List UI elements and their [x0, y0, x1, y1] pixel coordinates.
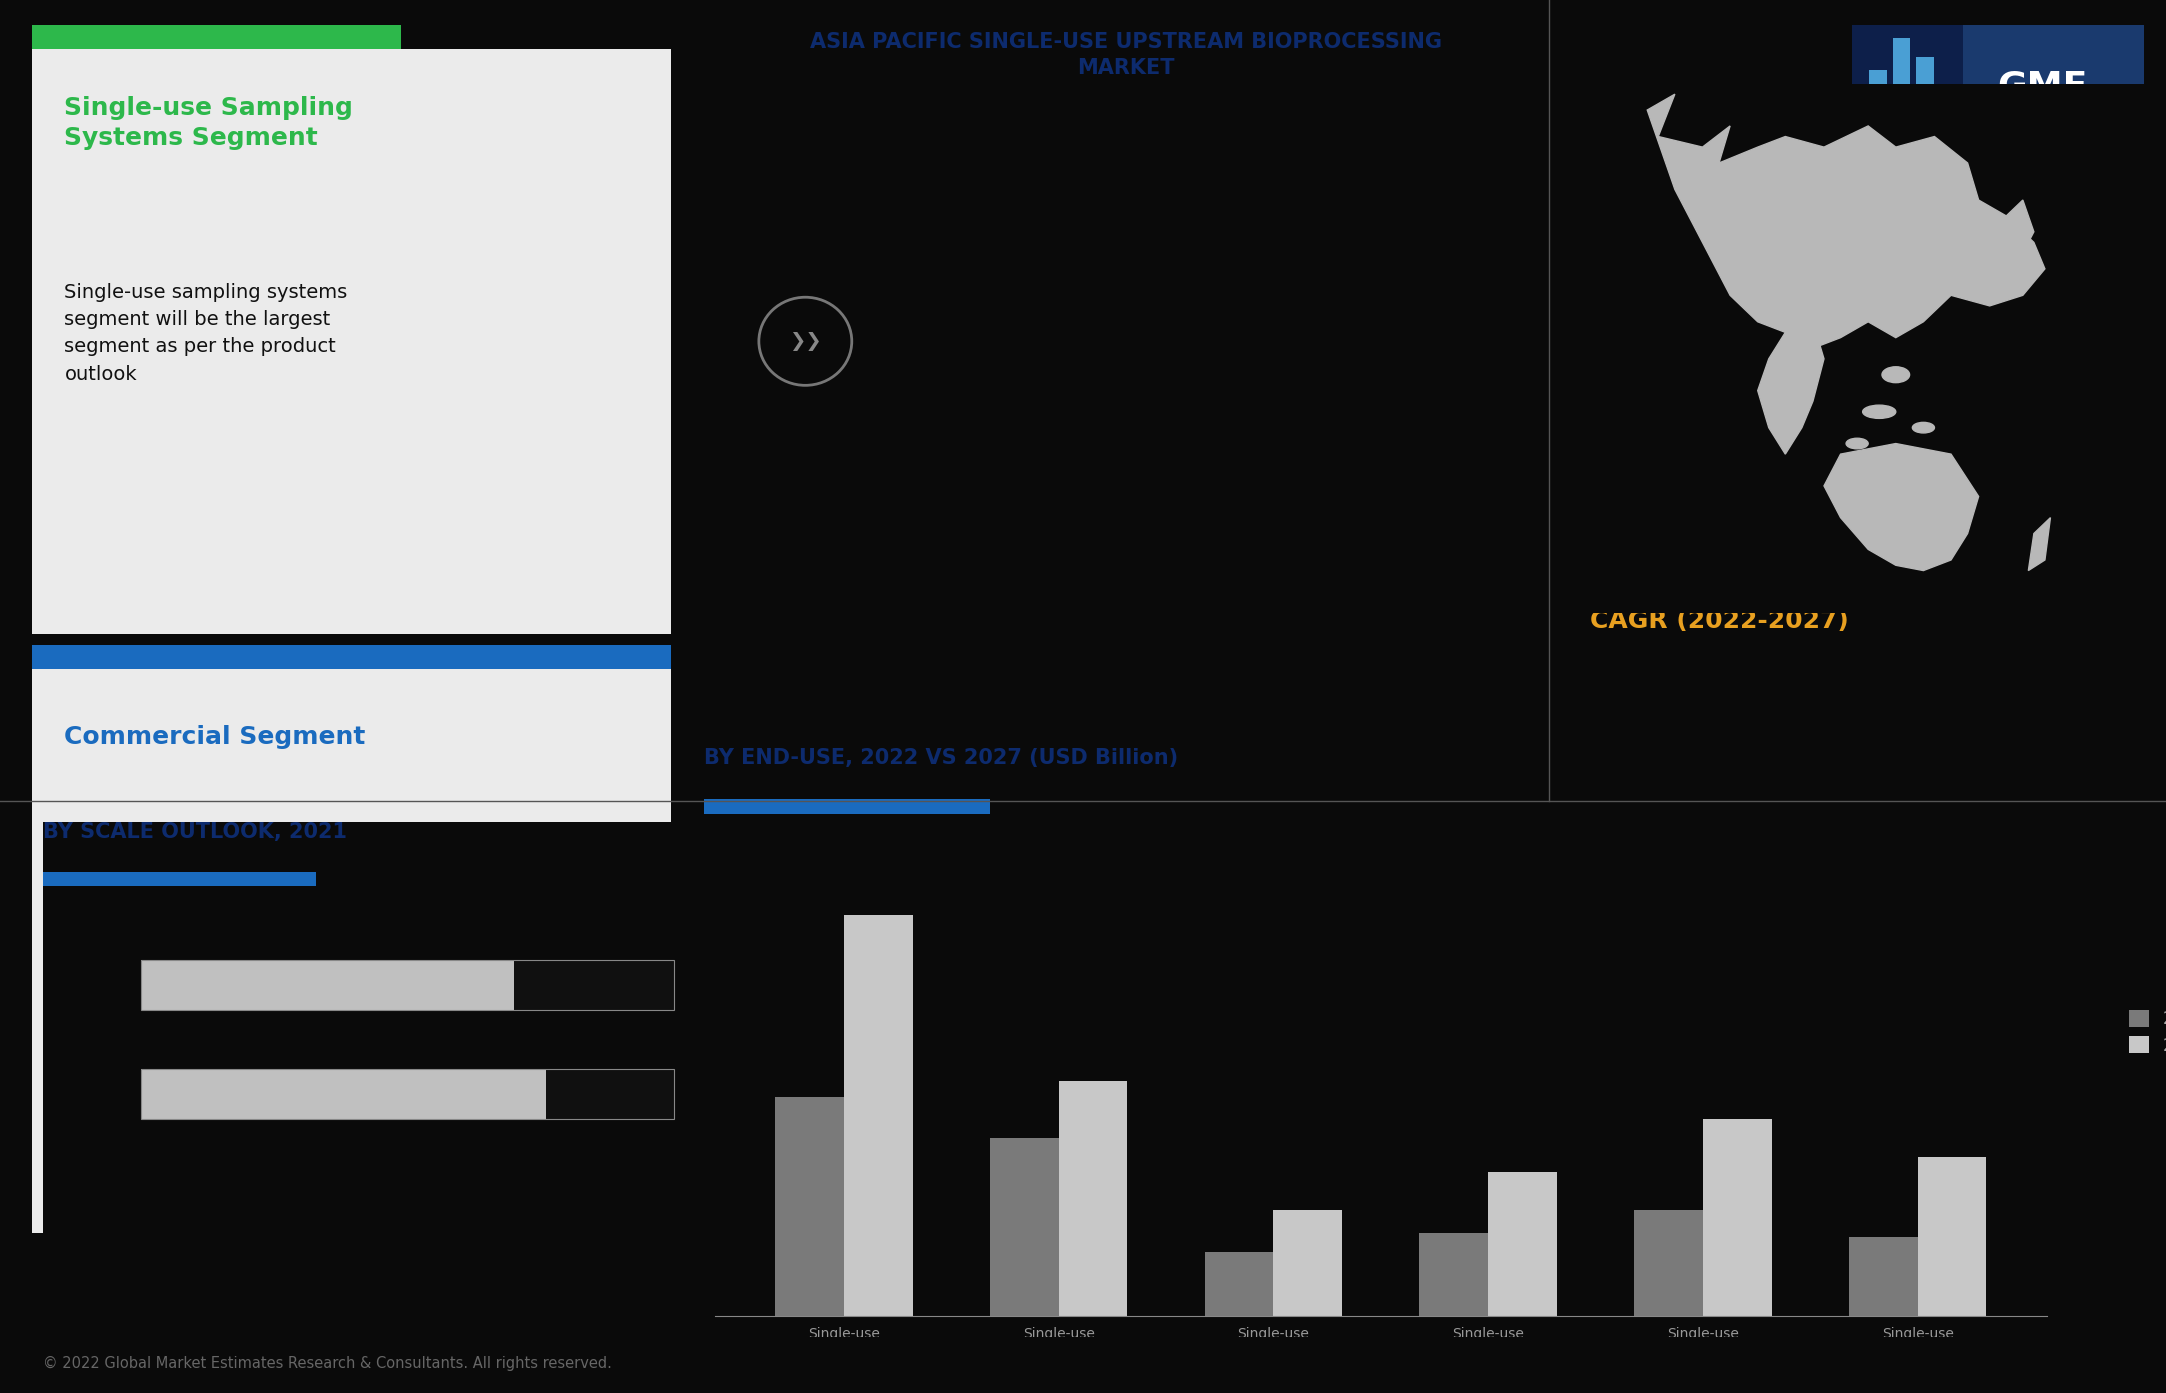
- Text: CAGR (2022-2027): CAGR (2022-2027): [1590, 609, 1848, 632]
- Ellipse shape: [1863, 405, 1895, 418]
- Polygon shape: [1824, 443, 1980, 571]
- Bar: [1850, 1237, 1917, 1316]
- Legend: 2022, 2027: 2022, 2027: [2123, 1003, 2166, 1061]
- Bar: [1893, 38, 1910, 134]
- Polygon shape: [1930, 221, 1956, 274]
- Text: BY END-USE, 2022 VS 2027 (USD Billion): BY END-USE, 2022 VS 2027 (USD Billion): [704, 748, 1178, 768]
- Text: Single-use Sampling
Systems Segment: Single-use Sampling Systems Segment: [65, 96, 353, 150]
- Ellipse shape: [1845, 439, 1867, 449]
- Bar: [1852, 25, 1962, 153]
- Text: 16.1: 16.1: [1590, 345, 1871, 456]
- Text: ❯❯: ❯❯: [788, 942, 821, 960]
- Bar: [1419, 1233, 1488, 1316]
- Bar: [1917, 1158, 1986, 1316]
- Bar: [1917, 57, 1934, 134]
- Bar: [1059, 1081, 1128, 1316]
- Text: ASIA PACIFIC SINGLE-USE UPSTREAM BIOPROCESSING
MARKET: ASIA PACIFIC SINGLE-USE UPSTREAM BIOPROC…: [810, 32, 1443, 78]
- Text: Highest: Highest: [1590, 528, 1698, 553]
- Bar: [43, 872, 316, 886]
- Text: %: %: [1954, 358, 2010, 411]
- Text: Single-use sampling systems
segment will be the largest
segment as per the produ: Single-use sampling systems segment will…: [65, 283, 349, 383]
- Bar: [990, 1138, 1059, 1316]
- Bar: [1274, 1211, 1343, 1316]
- Bar: [141, 960, 513, 1010]
- Text: Commercial Segment: Commercial Segment: [65, 724, 366, 749]
- Bar: [546, 1070, 674, 1119]
- Bar: [1869, 70, 1887, 134]
- Ellipse shape: [1913, 422, 1934, 433]
- Polygon shape: [1995, 201, 2034, 254]
- Bar: [1488, 1173, 1557, 1316]
- Bar: [141, 1070, 674, 1119]
- Bar: [704, 800, 990, 814]
- Text: © 2022 Global Market Estimates Research & Consultants. All rights reserved.: © 2022 Global Market Estimates Research …: [43, 1357, 613, 1371]
- Polygon shape: [1759, 322, 1824, 454]
- Text: Commercial segment will
be growing the fastest in
the market as per the scale
ou: Commercial segment will be growing the f…: [65, 883, 334, 983]
- Bar: [1702, 1120, 1772, 1316]
- Polygon shape: [2027, 518, 2051, 571]
- Text: GME: GME: [1997, 70, 2088, 103]
- Bar: [1633, 1211, 1702, 1316]
- Bar: [845, 915, 912, 1316]
- Text: BY SCALE OUTLOOK, 2021: BY SCALE OUTLOOK, 2021: [43, 822, 347, 841]
- Polygon shape: [1646, 95, 2045, 348]
- Bar: [141, 1070, 546, 1119]
- Ellipse shape: [1882, 366, 1910, 383]
- Bar: [513, 960, 674, 1010]
- Bar: [775, 1096, 845, 1316]
- Text: ❯❯: ❯❯: [788, 332, 821, 351]
- Bar: [1204, 1252, 1274, 1316]
- Bar: [141, 960, 674, 1010]
